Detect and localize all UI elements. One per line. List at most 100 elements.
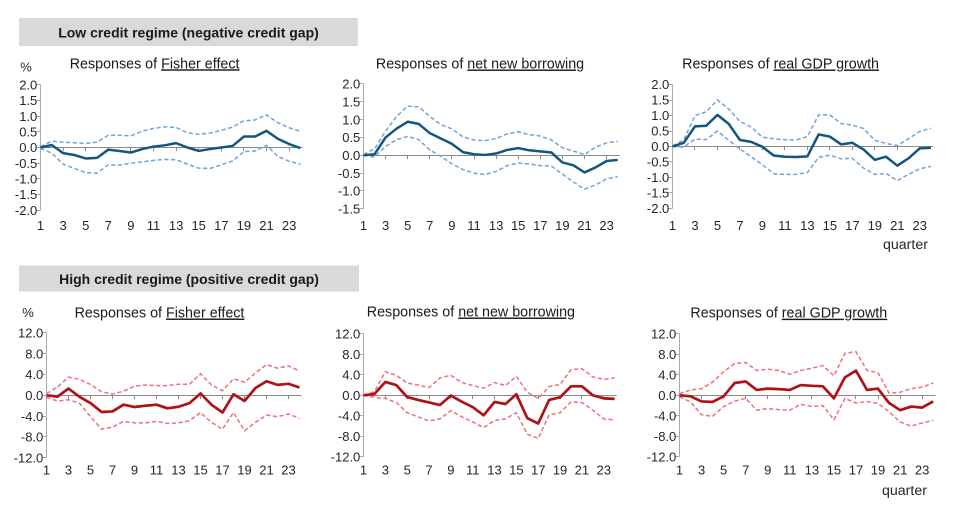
svg-text:Low credit regime (negative cr: Low credit regime (negative credit gap) — [58, 25, 319, 41]
svg-text:19: 19 — [237, 462, 251, 477]
svg-text:9: 9 — [447, 462, 454, 477]
svg-text:2.0: 2.0 — [342, 77, 360, 92]
svg-text:%: % — [20, 59, 32, 74]
svg-text:Responses of real GDP growth: Responses of real GDP growth — [682, 57, 879, 73]
svg-text:7: 7 — [426, 218, 433, 233]
svg-text:23: 23 — [282, 218, 296, 233]
svg-text:21: 21 — [259, 462, 273, 477]
svg-text:4.0: 4.0 — [25, 367, 43, 382]
svg-text:9: 9 — [764, 462, 771, 477]
svg-text:21: 21 — [890, 218, 904, 233]
svg-text:8.0: 8.0 — [658, 347, 676, 362]
svg-text:-2.0: -2.0 — [15, 203, 37, 218]
svg-text:0.0: 0.0 — [658, 388, 676, 403]
svg-text:7: 7 — [736, 218, 743, 233]
svg-text:7: 7 — [105, 218, 112, 233]
svg-text:-1.0: -1.0 — [338, 184, 360, 199]
svg-text:13: 13 — [800, 218, 814, 233]
svg-text:0.0: 0.0 — [25, 388, 43, 403]
svg-text:9: 9 — [127, 218, 134, 233]
svg-text:7: 7 — [109, 462, 116, 477]
svg-text:3: 3 — [691, 218, 698, 233]
svg-text:1.0: 1.0 — [19, 109, 37, 124]
svg-text:11: 11 — [467, 218, 481, 233]
svg-text:3: 3 — [698, 462, 705, 477]
svg-text:23: 23 — [597, 462, 611, 477]
svg-text:11: 11 — [466, 462, 480, 477]
svg-text:0.5: 0.5 — [19, 125, 37, 140]
svg-text:15: 15 — [191, 218, 205, 233]
svg-text:1.0: 1.0 — [651, 108, 669, 123]
svg-text:9: 9 — [759, 218, 766, 233]
svg-text:13: 13 — [487, 462, 501, 477]
svg-text:-8.0: -8.0 — [21, 430, 43, 445]
svg-text:15: 15 — [511, 218, 525, 233]
svg-text:-12.0: -12.0 — [647, 450, 677, 465]
svg-text:5: 5 — [714, 218, 721, 233]
svg-text:3: 3 — [382, 462, 389, 477]
svg-text:-12.0: -12.0 — [14, 451, 44, 466]
svg-text:23: 23 — [599, 218, 613, 233]
svg-text:5: 5 — [404, 462, 411, 477]
svg-text:19: 19 — [555, 218, 569, 233]
svg-text:3: 3 — [59, 218, 66, 233]
svg-text:-12.0: -12.0 — [331, 450, 361, 465]
svg-text:2.0: 2.0 — [19, 78, 37, 93]
svg-text:3: 3 — [65, 462, 72, 477]
svg-text:8.0: 8.0 — [25, 346, 43, 361]
svg-text:-1.5: -1.5 — [647, 186, 669, 201]
svg-text:-0.5: -0.5 — [338, 166, 360, 181]
svg-text:-8.0: -8.0 — [654, 429, 676, 444]
svg-text:quarter: quarter — [883, 237, 928, 253]
svg-text:17: 17 — [845, 218, 859, 233]
svg-text:13: 13 — [489, 218, 503, 233]
svg-text:7: 7 — [425, 462, 432, 477]
svg-text:0.0: 0.0 — [342, 388, 360, 403]
svg-text:4.0: 4.0 — [342, 368, 360, 383]
svg-text:13: 13 — [805, 462, 819, 477]
svg-text:13: 13 — [169, 218, 183, 233]
svg-text:3: 3 — [382, 218, 389, 233]
svg-text:11: 11 — [150, 462, 164, 477]
svg-text:Responses of Fisher effect: Responses of Fisher effect — [75, 306, 245, 322]
svg-text:-1.5: -1.5 — [15, 187, 37, 202]
svg-text:19: 19 — [871, 462, 885, 477]
svg-text:17: 17 — [215, 462, 229, 477]
svg-text:-8.0: -8.0 — [338, 429, 360, 444]
svg-text:23: 23 — [913, 218, 927, 233]
svg-text:12.0: 12.0 — [18, 326, 43, 341]
svg-text:15: 15 — [509, 462, 523, 477]
svg-text:%: % — [22, 305, 34, 320]
svg-text:1: 1 — [43, 462, 50, 477]
svg-text:19: 19 — [868, 218, 882, 233]
svg-text:11: 11 — [147, 218, 161, 233]
svg-text:9: 9 — [131, 462, 138, 477]
svg-text:11: 11 — [778, 218, 792, 233]
svg-text:0.0: 0.0 — [19, 140, 37, 155]
svg-text:-4.0: -4.0 — [21, 409, 43, 424]
svg-text:-0.5: -0.5 — [647, 155, 669, 170]
svg-text:-4.0: -4.0 — [338, 409, 360, 424]
svg-text:15: 15 — [827, 462, 841, 477]
svg-text:Responses of net new borrowing: Responses of net new borrowing — [376, 57, 584, 73]
svg-text:High credit regime (positive c: High credit regime (positive credit gap) — [59, 271, 319, 287]
svg-text:23: 23 — [915, 462, 929, 477]
svg-text:-2.0: -2.0 — [647, 201, 669, 216]
svg-text:13: 13 — [171, 462, 185, 477]
svg-text:9: 9 — [448, 218, 455, 233]
svg-text:17: 17 — [214, 218, 228, 233]
svg-text:15: 15 — [193, 462, 207, 477]
svg-text:4.0: 4.0 — [658, 368, 676, 383]
svg-text:1.5: 1.5 — [651, 93, 669, 108]
svg-text:0.0: 0.0 — [342, 148, 360, 163]
svg-text:1: 1 — [676, 462, 683, 477]
svg-text:23: 23 — [281, 462, 295, 477]
svg-text:12.0: 12.0 — [335, 327, 360, 342]
svg-text:0.5: 0.5 — [342, 130, 360, 145]
svg-text:1.5: 1.5 — [19, 93, 37, 108]
svg-text:21: 21 — [893, 462, 907, 477]
svg-text:1: 1 — [360, 462, 367, 477]
svg-text:17: 17 — [531, 462, 545, 477]
svg-text:1: 1 — [669, 218, 676, 233]
svg-text:5: 5 — [82, 218, 89, 233]
